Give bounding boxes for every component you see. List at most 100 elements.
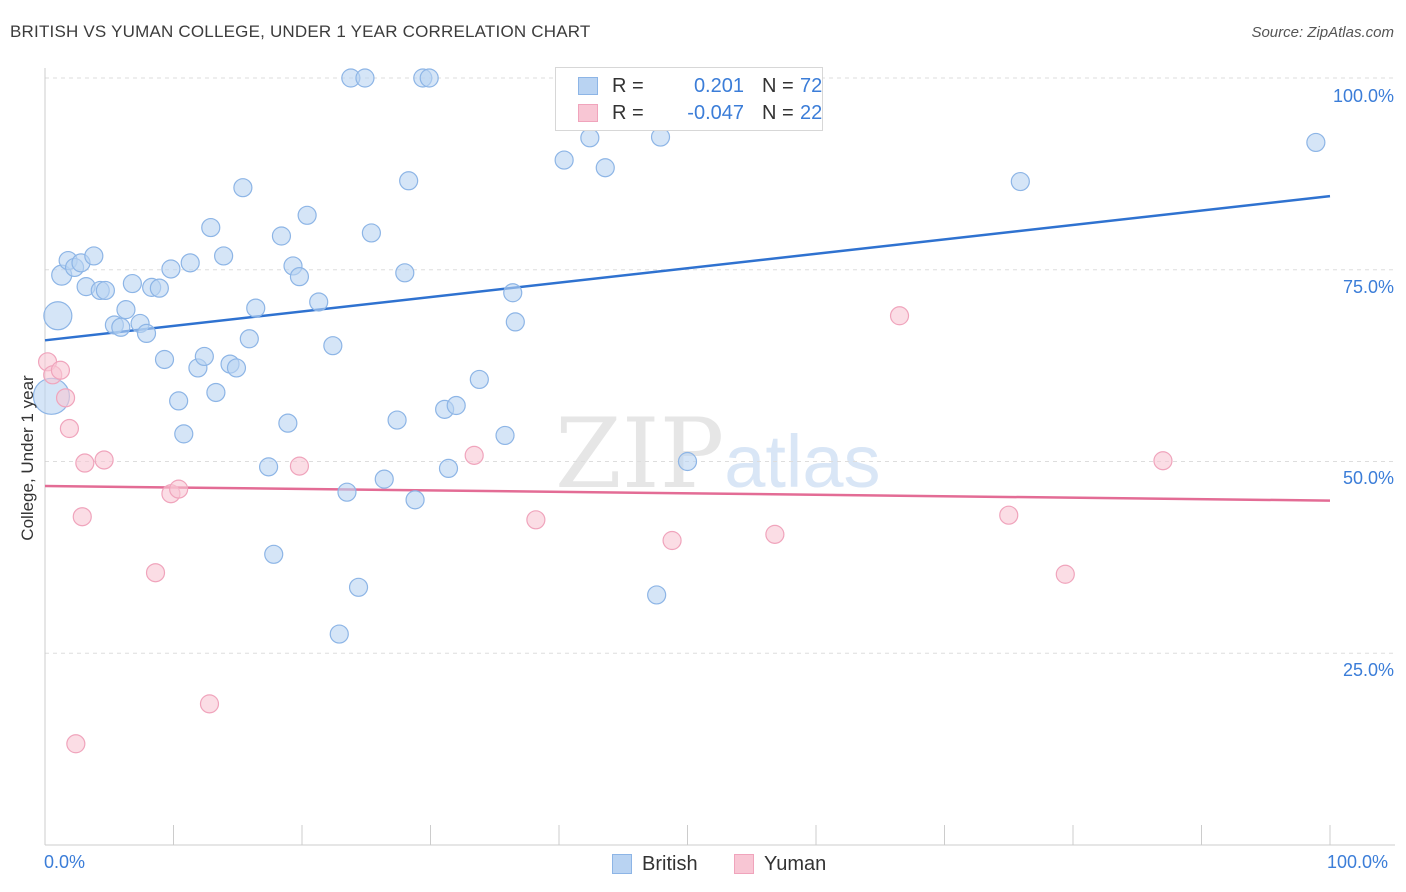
yuman-point bbox=[55, 388, 76, 408]
yuman-point bbox=[72, 507, 92, 527]
british-point bbox=[329, 624, 349, 644]
british-r-value: 0.201 bbox=[693, 74, 744, 97]
british-point bbox=[180, 253, 200, 273]
british-point bbox=[505, 312, 525, 332]
british-point bbox=[43, 301, 73, 331]
british-point bbox=[438, 458, 459, 479]
british-point bbox=[258, 457, 279, 477]
british-n-value: 72 bbox=[800, 74, 823, 97]
british-point bbox=[405, 490, 425, 510]
british-point bbox=[355, 68, 375, 88]
british-point bbox=[206, 382, 226, 403]
yuman-point bbox=[289, 456, 310, 476]
british-point bbox=[348, 577, 369, 597]
british-point bbox=[194, 346, 214, 367]
x-tick-label-0: 0.0% bbox=[44, 852, 86, 872]
yuman-r-value: -0.047 bbox=[687, 101, 744, 124]
british-point bbox=[149, 278, 169, 298]
y-tick-label-100: 100.0% bbox=[1332, 86, 1394, 106]
british-point bbox=[278, 413, 298, 433]
british-point bbox=[214, 246, 234, 266]
british-point bbox=[361, 223, 381, 243]
british-point bbox=[233, 178, 253, 198]
british-point bbox=[95, 280, 115, 301]
british-point bbox=[271, 226, 292, 246]
legend-label-yuman: Yuman bbox=[764, 852, 827, 875]
british-point bbox=[595, 158, 615, 178]
british-point bbox=[387, 410, 407, 430]
y-tick-label-25: 25.0% bbox=[1342, 660, 1394, 680]
legend-label-british: British bbox=[642, 852, 698, 875]
british-point bbox=[84, 246, 104, 266]
british-point bbox=[239, 329, 259, 349]
british-point bbox=[246, 298, 266, 318]
yuman-point bbox=[999, 505, 1019, 525]
y-tick-label-75: 75.0% bbox=[1342, 277, 1394, 297]
yuman-n-value: 22 bbox=[800, 101, 823, 124]
yuman-point bbox=[94, 450, 114, 470]
yuman-point bbox=[1153, 451, 1173, 471]
british-point bbox=[297, 205, 317, 225]
grid-lines bbox=[45, 77, 1395, 654]
legend-item-yuman[interactable]: Yuman bbox=[734, 852, 826, 876]
british-point bbox=[554, 150, 574, 170]
yuman-point bbox=[526, 510, 546, 530]
yuman-point bbox=[66, 734, 86, 754]
british-r-label: R = bbox=[612, 74, 644, 97]
yuman-point bbox=[50, 360, 71, 380]
yuman-n-label: N = bbox=[762, 101, 794, 124]
legend-swatch-british bbox=[612, 854, 632, 874]
stats-legend: R = 0.201 N = 72 R = -0.047 N = 22 bbox=[555, 67, 823, 131]
yuman-point bbox=[662, 530, 682, 551]
british-point bbox=[374, 469, 394, 489]
british-point bbox=[1010, 171, 1030, 192]
yuman-trend-line bbox=[44, 484, 1331, 502]
british-point bbox=[399, 171, 419, 191]
yuman-point bbox=[145, 563, 166, 583]
british-point bbox=[289, 267, 310, 287]
x-tick-label-100: 100.0% bbox=[1327, 852, 1389, 872]
yuman-point bbox=[889, 306, 910, 326]
legend-swatch-yuman bbox=[734, 854, 754, 874]
british-point bbox=[309, 292, 329, 312]
british-point bbox=[419, 68, 439, 88]
british-n-label: N = bbox=[762, 74, 794, 97]
british-point bbox=[580, 128, 600, 148]
british-point bbox=[677, 451, 698, 472]
british-point bbox=[122, 273, 142, 294]
yuman-point bbox=[765, 524, 785, 544]
british-point bbox=[111, 317, 131, 337]
british-point bbox=[495, 425, 515, 446]
yuman-point bbox=[464, 445, 484, 465]
chart-title: BRITISH VS YUMAN COLLEGE, UNDER 1 YEAR C… bbox=[10, 22, 591, 41]
yuman-point bbox=[75, 453, 95, 473]
yuman-point bbox=[169, 479, 189, 499]
british-point bbox=[1306, 132, 1326, 153]
y-tick-label-50: 50.0% bbox=[1342, 468, 1394, 488]
british-point bbox=[116, 300, 136, 320]
british-point bbox=[503, 283, 523, 303]
british-point bbox=[337, 482, 357, 502]
yuman-swatch bbox=[578, 104, 598, 122]
yuman-r-label: R = bbox=[612, 101, 644, 124]
british-point bbox=[154, 349, 175, 370]
british-point bbox=[136, 323, 157, 344]
british-point bbox=[201, 217, 221, 238]
british-swatch bbox=[578, 77, 598, 95]
british-point bbox=[226, 358, 247, 378]
british-point bbox=[264, 544, 284, 564]
legend-item-british[interactable]: British bbox=[612, 852, 698, 876]
yuman-point bbox=[59, 418, 80, 439]
source-credit: Source: ZipAtlas.com bbox=[1251, 24, 1394, 41]
british-point bbox=[161, 259, 181, 279]
british-point bbox=[174, 424, 194, 444]
axes bbox=[44, 68, 1395, 846]
british-point bbox=[647, 585, 667, 605]
yuman-point bbox=[1055, 564, 1075, 584]
british-point bbox=[469, 369, 489, 390]
british-trend-line bbox=[44, 194, 1331, 342]
british-point bbox=[169, 391, 189, 411]
data-points bbox=[32, 68, 1326, 754]
british-point bbox=[446, 395, 466, 416]
